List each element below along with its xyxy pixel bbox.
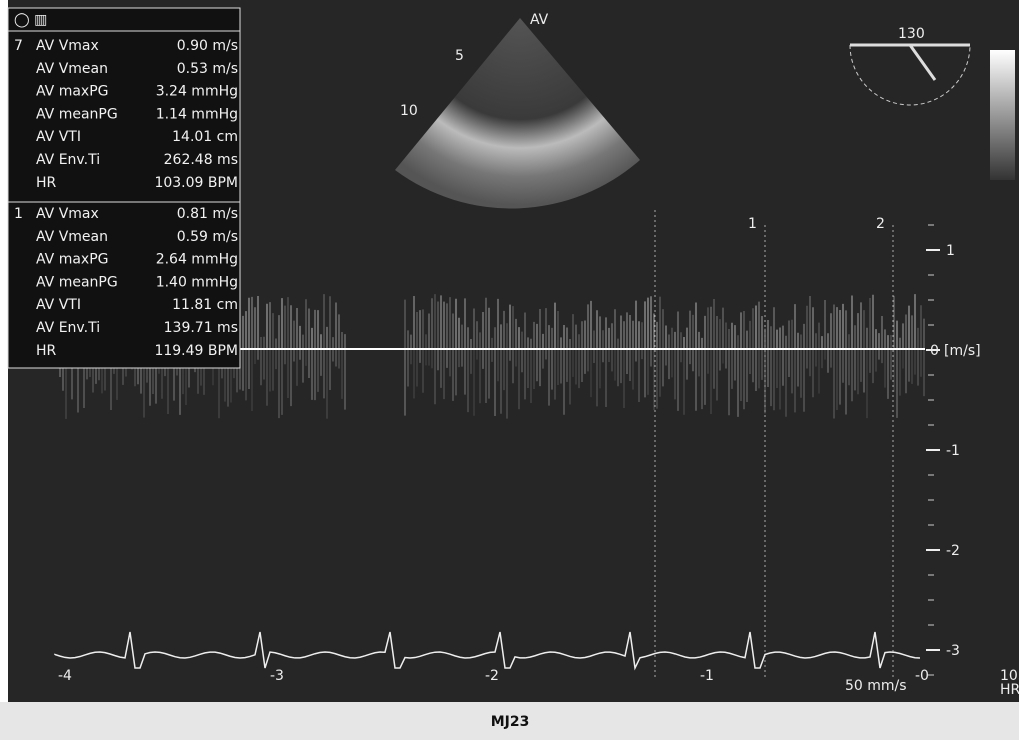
measure-label: AV Vmean	[36, 61, 108, 77]
depth-label: 5	[455, 48, 464, 64]
measure-label: HR	[36, 343, 57, 359]
measure-value: 0.59 m/s	[177, 229, 238, 245]
footer-label: MJ23	[491, 714, 530, 730]
time-label: -0	[915, 668, 929, 684]
mode-label: AV	[530, 12, 549, 28]
measure-value: 103.09 BPM	[154, 175, 238, 191]
scale-label: -1	[946, 443, 960, 459]
measure-label: AV Env.Ti	[36, 320, 100, 336]
time-label: -1	[700, 668, 714, 684]
measure-value: 119.49 BPM	[154, 343, 238, 359]
depth-label: 10	[400, 103, 418, 119]
scale-unit: [m/s]	[944, 343, 981, 359]
scale-label: -2	[946, 543, 960, 559]
hr-unit: HR	[1000, 682, 1019, 698]
time-label: -2	[485, 668, 499, 684]
measure-label: HR	[36, 175, 57, 191]
measure-label: AV meanPG	[36, 274, 118, 290]
measure-label: AV Vmean	[36, 229, 108, 245]
measure-label: AV Vmax	[36, 38, 99, 54]
group-index: 1	[14, 206, 23, 222]
measure-value: 3.24 mmHg	[156, 84, 238, 100]
scale-label: -3	[946, 643, 960, 659]
measure-label: AV Vmax	[36, 206, 99, 222]
measure-value: 0.53 m/s	[177, 61, 238, 77]
group-index: 7	[14, 38, 23, 54]
measure-value: 11.81 cm	[172, 297, 238, 313]
measure-label: AV Env.Ti	[36, 152, 100, 168]
measure-value: 0.81 m/s	[177, 206, 238, 222]
measure-label: AV VTI	[36, 129, 81, 145]
panel-icons: ◯ ▥	[14, 12, 47, 28]
measure-value: 1.14 mmHg	[156, 106, 238, 122]
measure-label: AV maxPG	[36, 84, 109, 100]
measure-value: 2.64 mmHg	[156, 252, 238, 268]
measure-value: 262.48 ms	[164, 152, 238, 168]
measure-value: 1.40 mmHg	[156, 274, 238, 290]
measure-label: AV VTI	[36, 297, 81, 313]
measure-value: 139.71 ms	[164, 320, 238, 336]
measure-value: 0.90 m/s	[177, 38, 238, 54]
scale-label: 1	[946, 243, 955, 259]
ultrasound-screen: MJ23 AV 5 10 130 1 2 10-1-2-3 [m/s] -4 -…	[0, 0, 1019, 740]
cycle-marker: 1	[748, 216, 757, 232]
scale-label: 0	[930, 343, 939, 359]
measure-label: AV maxPG	[36, 252, 109, 268]
cycle-marker: 2	[876, 216, 885, 232]
measure-label: AV meanPG	[36, 106, 118, 122]
page: MJ23 AV 5 10 130 1 2 10-1-2-3 [m/s] -4 -…	[0, 0, 1019, 740]
sweep-speed: 50 mm/s	[845, 678, 907, 694]
gray-bar	[990, 50, 1015, 180]
time-label: -4	[58, 668, 72, 684]
measure-value: 14.01 cm	[172, 129, 238, 145]
time-label: -3	[270, 668, 284, 684]
probe-angle: 130	[898, 26, 925, 42]
